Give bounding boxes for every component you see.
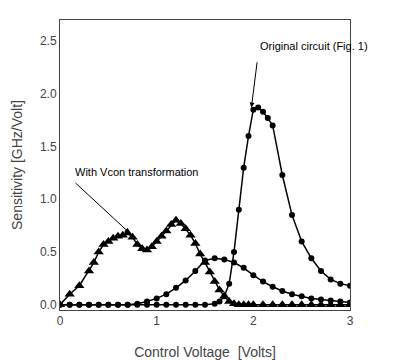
svg-text:Sensitivity [GHz/Volt]: Sensitivity [GHz/Volt] <box>9 100 25 230</box>
svg-text:2.0: 2.0 <box>40 87 57 101</box>
svg-text:0.5: 0.5 <box>40 245 57 259</box>
svg-text:3: 3 <box>347 314 354 328</box>
svg-text:2.5: 2.5 <box>40 34 57 48</box>
svg-text:2: 2 <box>250 314 257 328</box>
svg-text:With Vcon transformation: With Vcon transformation <box>75 166 199 178</box>
svg-text:1.0: 1.0 <box>40 192 57 206</box>
svg-text:0: 0 <box>57 314 64 328</box>
svg-text:1.5: 1.5 <box>40 140 57 154</box>
svg-text:Original circuit (Fig. 1): Original circuit (Fig. 1) <box>260 40 368 52</box>
svg-text:0.0: 0.0 <box>40 298 57 312</box>
svg-text:Control Voltage [Volts]: Control Voltage [Volts] <box>134 344 276 360</box>
svg-text:1: 1 <box>153 314 160 328</box>
